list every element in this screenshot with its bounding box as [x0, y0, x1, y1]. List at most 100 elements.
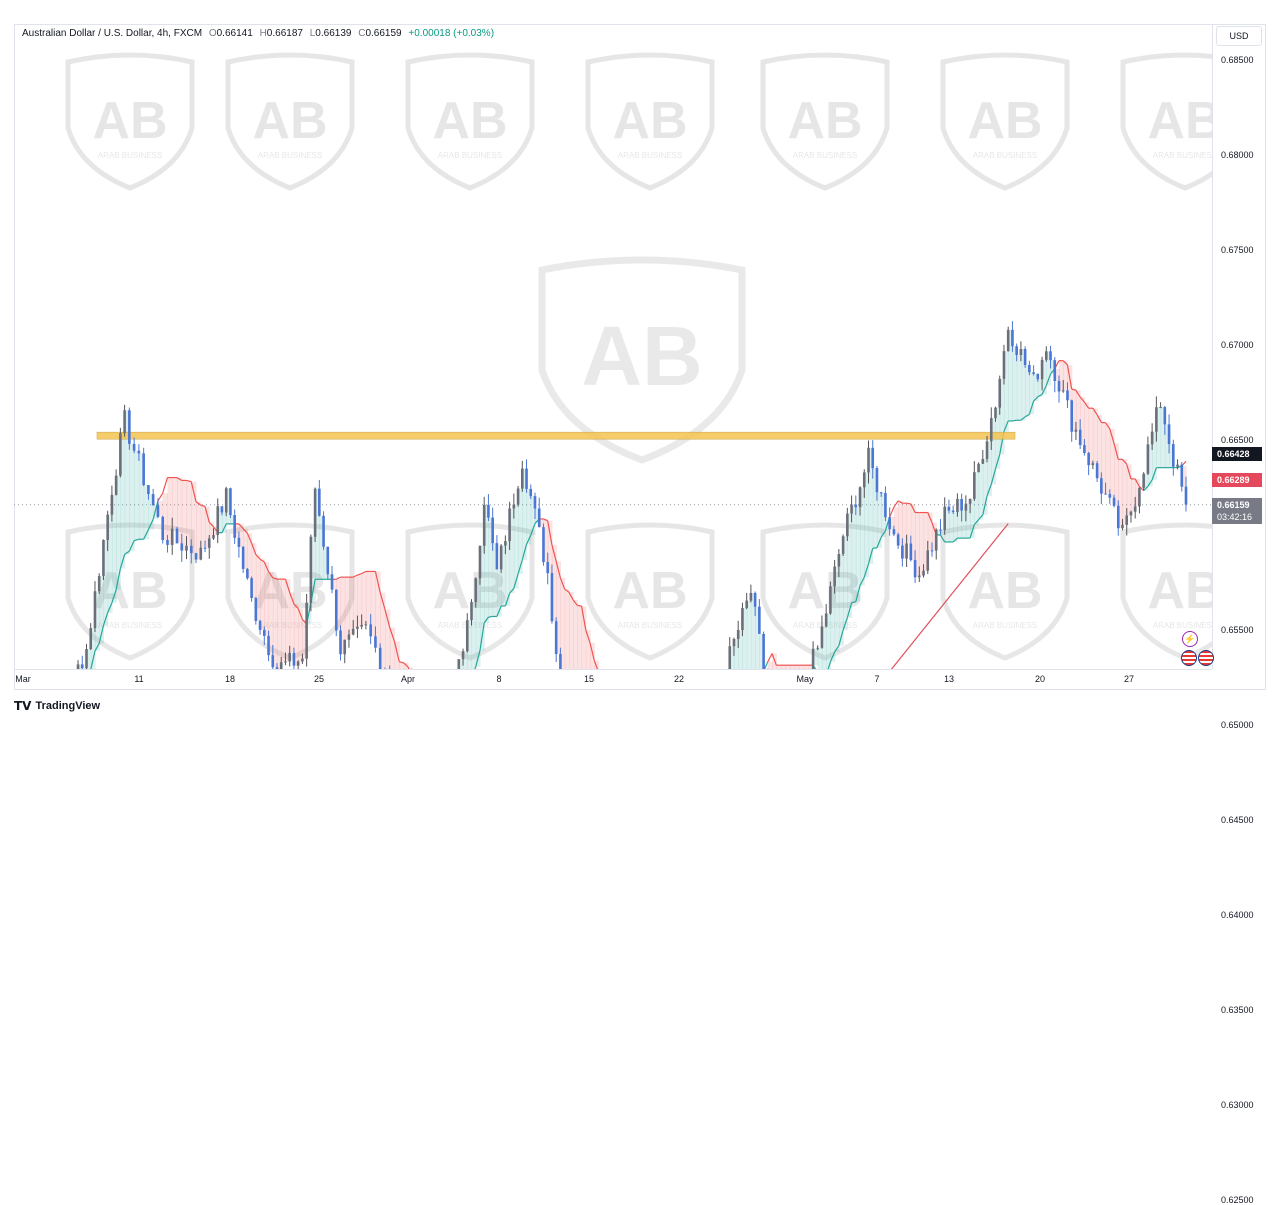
currency-button[interactable]: USD — [1216, 26, 1262, 46]
lightning-icon[interactable]: ⚡ — [1182, 631, 1198, 647]
candle-body — [867, 448, 870, 473]
candle-body — [855, 505, 858, 508]
candle-body — [474, 578, 477, 602]
candle-body — [1079, 430, 1082, 445]
candle-body — [98, 576, 101, 591]
candle-body — [842, 536, 845, 554]
candle-body — [905, 544, 908, 559]
time-tick-label: 25 — [314, 674, 324, 684]
cloud-segment-bearish — [290, 593, 295, 653]
candle-body — [1053, 360, 1056, 381]
candle-body — [1011, 330, 1014, 346]
price-tick-label: 0.68500 — [1221, 55, 1254, 65]
candle-body — [965, 504, 968, 511]
tradingview-logo[interactable]: TV TradingView — [14, 699, 100, 713]
candle-body — [1007, 330, 1010, 351]
baseline-segment — [768, 653, 772, 661]
time-tick-label: 27 — [1124, 674, 1134, 684]
bar-countdown-badge: 03:42:16 — [1212, 510, 1262, 524]
candle-body — [754, 593, 757, 607]
baseline-segment — [158, 493, 163, 501]
cloud-segment-bearish — [573, 600, 578, 669]
high-label: H — [260, 28, 267, 39]
candle-body — [816, 648, 819, 649]
us-flag-icon[interactable] — [1198, 650, 1214, 666]
candle-body — [538, 508, 541, 527]
baseline-segment — [357, 574, 361, 575]
candle-body — [250, 578, 253, 598]
candle-body — [458, 659, 461, 669]
cloud-segment-bullish — [852, 505, 857, 603]
tradingview-brand: TradingView — [35, 700, 100, 712]
candle-body — [246, 569, 249, 578]
watermark-logo-text: AB — [252, 92, 327, 150]
candle-body — [994, 408, 997, 418]
resistance-zone[interactable] — [97, 432, 1015, 439]
candle-body — [200, 548, 203, 560]
us-flag-icon[interactable] — [1181, 650, 1197, 666]
candle-body — [931, 550, 934, 551]
indicator-price-badge: 0.66289 — [1212, 473, 1262, 487]
cloud-segment-bearish — [577, 605, 582, 669]
candle-body — [986, 441, 989, 459]
watermark-caption: ARAB BUSINESS — [98, 151, 162, 160]
resistance-price-badge: 0.66428 — [1212, 447, 1262, 461]
candle-body — [365, 624, 368, 625]
cloud-segment-bullish — [134, 451, 139, 541]
candle-body — [1104, 494, 1107, 495]
candle-body — [1121, 525, 1124, 528]
candle-body — [758, 607, 761, 634]
candle-body — [1003, 351, 1006, 379]
price-tick-label: 0.65500 — [1221, 625, 1254, 635]
time-tick-label: Mar — [15, 674, 31, 684]
cloud-segment-bearish — [172, 478, 177, 529]
cloud-segment-bullish — [129, 444, 134, 551]
candle-body — [1151, 432, 1154, 445]
low-value: 0.66139 — [315, 28, 351, 39]
candle-body — [1113, 498, 1116, 506]
candle-body — [297, 661, 300, 665]
candle-body — [1020, 349, 1023, 355]
watermark-caption: ARAB BUSINESS — [1153, 621, 1212, 630]
candle-body — [81, 664, 84, 668]
candle-body — [462, 651, 465, 659]
candle-body — [233, 515, 236, 538]
price-tick-label: 0.62500 — [1221, 1195, 1254, 1205]
open-label: O — [209, 28, 217, 39]
candle-body — [470, 602, 473, 620]
symbol-legend[interactable]: Australian Dollar / U.S. Dollar, 4h, FXC… — [22, 28, 494, 39]
time-tick-label: 11 — [134, 674, 143, 684]
candle-body — [1028, 365, 1031, 372]
candle-body — [863, 472, 866, 487]
candle-body — [225, 488, 228, 512]
cloud-segment-bearish — [264, 562, 269, 636]
candle-body — [128, 410, 131, 444]
candle-body — [825, 613, 828, 626]
candle-body — [812, 649, 815, 669]
candle-body — [310, 537, 313, 603]
high-value: 0.66187 — [267, 28, 303, 39]
candle-body — [504, 541, 507, 545]
candle-body — [525, 469, 528, 489]
candle-body — [1083, 445, 1086, 453]
candle-body — [331, 574, 334, 589]
candle-body — [94, 591, 97, 628]
candle-body — [238, 538, 241, 547]
candle-body — [1164, 407, 1167, 424]
watermark-shield: AB — [542, 260, 742, 460]
candle-body — [741, 608, 744, 630]
candle-body — [1185, 487, 1188, 505]
candle-body — [133, 444, 136, 451]
candle-body — [982, 459, 985, 464]
candle-body — [1032, 372, 1035, 374]
candle-body — [750, 593, 753, 601]
candle-body — [263, 630, 266, 636]
cloud-segment-bearish — [565, 589, 570, 669]
candle-body — [1180, 465, 1183, 487]
